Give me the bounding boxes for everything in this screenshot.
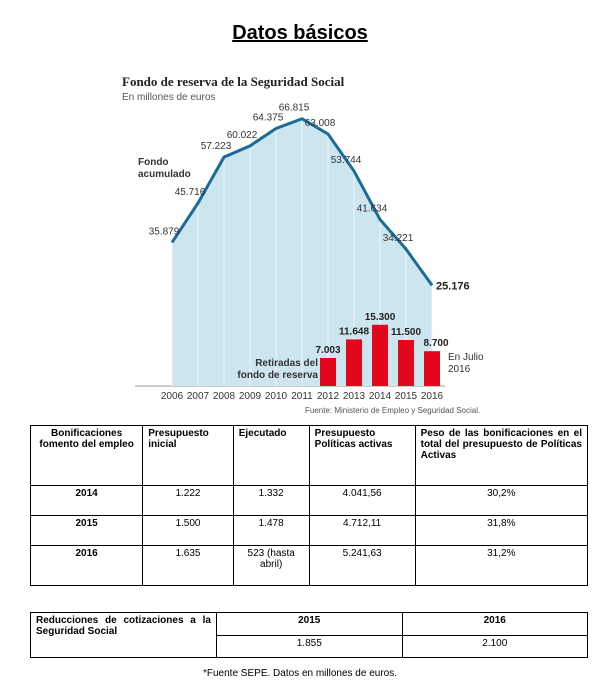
- value-label: 53.744: [331, 155, 362, 166]
- table: Reducciones de cotizaciones a la Segurid…: [30, 612, 588, 658]
- table-cell: Presupuesto inicial: [142, 425, 234, 486]
- table-cell: 31,2%: [414, 545, 589, 586]
- value-label: 63.008: [305, 118, 336, 129]
- table-cell: 1.222: [142, 485, 234, 516]
- table-row: 2015 1.500 1.478 4.712,11 31,8%: [29, 515, 589, 546]
- table-cell: 2016: [401, 612, 588, 636]
- annotation: En Julio 2016: [448, 352, 484, 375]
- value-label: 8.700: [423, 338, 448, 349]
- table: Bonificaciones fomento del empleo Presupu…: [29, 425, 589, 586]
- x-tick-label: 2006: [161, 391, 184, 402]
- table-header: Bonificaciones fomento del empleo Presupu…: [29, 425, 589, 486]
- x-tick-label: 2009: [239, 391, 262, 402]
- bar: [346, 339, 362, 386]
- value-label: 64.375: [253, 113, 284, 124]
- x-tick-label: 2007: [187, 391, 210, 402]
- table-header: Reducciones de cotizaciones a la Segurid…: [30, 612, 588, 658]
- chart-title: Fondo de reserva de la Seguridad Social: [122, 74, 345, 89]
- table-cell: Peso de las bonificaciones en el total d…: [414, 425, 589, 486]
- x-tick-label: 2010: [265, 391, 288, 402]
- x-tick-label: 2013: [343, 391, 366, 402]
- table-cell: 1.500: [142, 515, 234, 546]
- table-row: 2016 1.635 523 (hasta abril) 5.241,63 31,2%: [29, 545, 589, 586]
- x-tick-label: 2014: [369, 391, 392, 402]
- value-label: 41.634: [357, 203, 388, 214]
- table-cell: 2015: [216, 612, 403, 636]
- value-label: 60.022: [227, 130, 258, 141]
- table-cell: Presupuesto Políticas activas: [308, 425, 416, 486]
- table-cell: 4.712,11: [308, 515, 416, 546]
- bar: [424, 351, 440, 386]
- x-tick-label: 2016: [421, 391, 444, 402]
- table-cell: 2.100: [401, 634, 588, 658]
- value-label: 11.648: [339, 326, 369, 337]
- table-cell: Bonificaciones fomento del empleo: [29, 425, 144, 486]
- table-cell: Ejecutado: [232, 425, 310, 486]
- table-cell: 1.635: [142, 545, 234, 586]
- chart: Fondo de reserva de la Seguridad Social …: [122, 74, 480, 415]
- value-label: 34.221: [383, 233, 414, 244]
- value-label: 25.176: [436, 280, 470, 292]
- table-cell: 2015: [29, 515, 144, 546]
- table-cell: 30,2%: [414, 485, 589, 516]
- bar: [320, 357, 336, 386]
- table-cell: 523 (hasta abril): [232, 545, 310, 586]
- table-cell: 5.241,63: [308, 545, 416, 586]
- value-label: 7.003: [315, 345, 340, 356]
- bar: [398, 340, 414, 386]
- series-label: Fondo acumulado: [138, 157, 191, 180]
- x-tick-label: 2012: [317, 391, 340, 402]
- value-label: 15.300: [365, 312, 396, 323]
- value-label: 57.223: [201, 141, 232, 152]
- chart-subtitle: En millones de euros: [122, 92, 215, 103]
- line: [170, 117, 434, 287]
- chart-source: Fuente: Ministerio de Empleo y Seguridad…: [305, 406, 480, 415]
- value-label: 45.716: [175, 187, 206, 198]
- x-tick-label: 2015: [395, 391, 418, 402]
- table-cell: 2014: [29, 485, 144, 516]
- table-cell: 2016: [29, 545, 144, 586]
- table-cell: 4.041,56: [308, 485, 416, 516]
- x-tick-label: 2011: [291, 391, 313, 402]
- value-label: 35.879: [149, 226, 180, 237]
- table-cell: 1.855: [216, 634, 403, 658]
- x-tick-label: 2008: [213, 391, 236, 402]
- value-label: 11.500: [391, 327, 421, 338]
- table-row: 1.855 2.100: [31, 634, 588, 658]
- page-title: Datos básicos: [232, 22, 368, 44]
- value-label: 66.815: [279, 103, 310, 114]
- table-cell: 1.332: [232, 485, 310, 516]
- table-cell: 31,8%: [414, 515, 589, 546]
- bar: [372, 324, 388, 386]
- table-cell: Reducciones de cotizaciones a la Segurid…: [30, 612, 217, 658]
- footnote: *Fuente SEPE. Datos en millones de euros…: [203, 668, 397, 679]
- table-row: 2014 1.222 1.332 4.041,56 30,2%: [29, 485, 589, 516]
- table-cell: 1.478: [232, 515, 310, 546]
- series-label: Retiradas del fondo de reserva: [237, 358, 318, 381]
